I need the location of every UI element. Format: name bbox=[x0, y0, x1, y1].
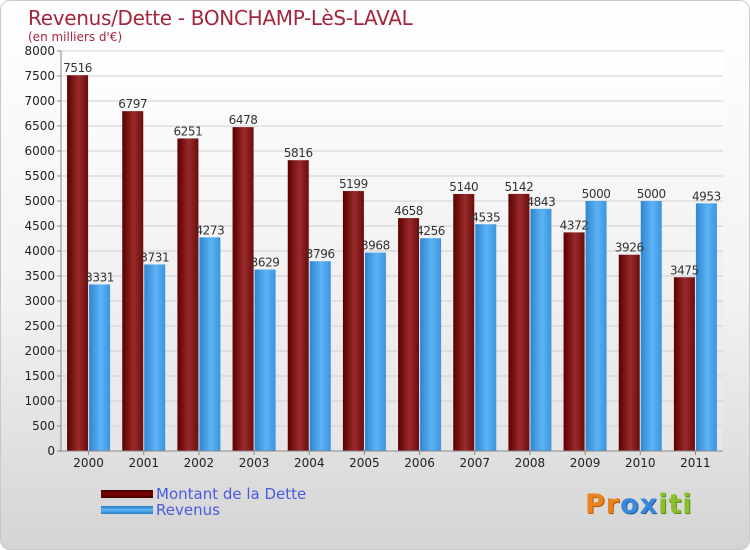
data-label-debt: 5142 bbox=[504, 180, 533, 194]
y-tick-label: 3500 bbox=[24, 269, 55, 283]
data-label-revenus: 3331 bbox=[85, 270, 114, 284]
bar-debt bbox=[67, 75, 89, 451]
bar-revenus bbox=[199, 237, 221, 451]
legend-swatch-debt bbox=[101, 490, 153, 498]
bar-debt bbox=[287, 160, 309, 451]
bar-debt bbox=[618, 254, 640, 451]
y-tick-label: 0 bbox=[47, 444, 55, 458]
bar-debt bbox=[177, 138, 199, 451]
bar-debt bbox=[673, 277, 695, 451]
bar-debt bbox=[563, 232, 585, 451]
y-tick-label: 6000 bbox=[24, 144, 55, 158]
data-label-revenus: 4273 bbox=[195, 223, 224, 237]
x-tick-label: 2009 bbox=[570, 456, 601, 470]
data-label-debt: 5140 bbox=[449, 180, 478, 194]
proxiti-logo: Proxiti bbox=[585, 489, 693, 520]
x-tick-label: 2007 bbox=[459, 456, 490, 470]
data-label-debt: 6478 bbox=[229, 113, 258, 127]
y-tick-label: 5000 bbox=[24, 194, 55, 208]
bar-revenus bbox=[254, 269, 276, 451]
data-label-revenus: 4535 bbox=[471, 210, 500, 224]
bar-revenus bbox=[530, 208, 552, 451]
data-label-debt: 7516 bbox=[63, 61, 92, 75]
bar-debt bbox=[398, 218, 420, 451]
bar-revenus bbox=[144, 264, 166, 451]
logo-part-2: ox bbox=[620, 489, 659, 520]
x-tick-label: 2003 bbox=[239, 456, 270, 470]
y-tick-label: 2000 bbox=[24, 344, 55, 358]
chart-title: Revenus/Dette - BONCHAMP-LèS-LAVAL bbox=[28, 6, 413, 30]
y-tick-label: 7500 bbox=[24, 69, 55, 83]
data-label-debt: 6797 bbox=[118, 97, 147, 111]
data-label-revenus: 5000 bbox=[637, 187, 666, 201]
legend-label-revenus: Revenus bbox=[156, 501, 220, 519]
bar-debt bbox=[342, 191, 364, 452]
y-tick-label: 4500 bbox=[24, 219, 55, 233]
x-tick-label: 2005 bbox=[349, 456, 380, 470]
x-tick-label: 2002 bbox=[184, 456, 215, 470]
y-tick-label: 7000 bbox=[24, 94, 55, 108]
chart-subtitle: (en milliers d'€) bbox=[28, 30, 123, 44]
x-tick-label: 2011 bbox=[680, 456, 711, 470]
y-tick-label: 6500 bbox=[24, 119, 55, 133]
data-label-debt: 5199 bbox=[339, 177, 368, 191]
x-tick-label: 2010 bbox=[625, 456, 656, 470]
y-tick-label: 5500 bbox=[24, 169, 55, 183]
y-tick-label: 1000 bbox=[24, 394, 55, 408]
bar-revenus bbox=[695, 203, 717, 451]
data-label-revenus: 3968 bbox=[361, 239, 390, 253]
y-tick-label: 4000 bbox=[24, 244, 55, 258]
x-tick-label: 2001 bbox=[128, 456, 159, 470]
data-label-debt: 3926 bbox=[615, 241, 644, 255]
data-label-debt: 5816 bbox=[284, 146, 313, 160]
bar-debt bbox=[232, 127, 254, 451]
bar-debt bbox=[508, 193, 530, 451]
bar-revenus bbox=[585, 201, 607, 451]
y-tick-label: 3000 bbox=[24, 294, 55, 308]
bar-debt bbox=[453, 194, 475, 451]
logo-part-1: Pr bbox=[585, 489, 621, 520]
bar-revenus bbox=[475, 224, 497, 451]
data-label-revenus: 5000 bbox=[582, 187, 611, 201]
data-label-revenus: 3731 bbox=[140, 250, 169, 264]
data-label-debt: 4658 bbox=[394, 204, 423, 218]
legend-swatch-revenus bbox=[101, 506, 153, 514]
x-tick-label: 2004 bbox=[294, 456, 325, 470]
bar-revenus bbox=[420, 238, 442, 451]
bar-revenus bbox=[364, 252, 386, 451]
data-label-debt: 6251 bbox=[173, 124, 202, 138]
y-tick-label: 8000 bbox=[24, 44, 55, 58]
bar-revenus bbox=[640, 201, 662, 451]
data-label-revenus: 3629 bbox=[251, 256, 280, 270]
x-tick-label: 2000 bbox=[73, 456, 104, 470]
data-label-revenus: 4953 bbox=[692, 189, 721, 203]
y-tick-label: 1500 bbox=[24, 369, 55, 383]
data-label-debt: 4372 bbox=[560, 218, 589, 232]
legend-label-debt: Montant de la Dette bbox=[156, 485, 307, 503]
x-tick-label: 2008 bbox=[515, 456, 546, 470]
data-label-revenus: 4843 bbox=[526, 195, 555, 209]
data-label-debt: 3475 bbox=[670, 263, 699, 277]
bar-debt bbox=[122, 111, 144, 452]
y-tick-label: 500 bbox=[32, 419, 55, 433]
y-tick-label: 2500 bbox=[24, 319, 55, 333]
bar-revenus bbox=[89, 284, 111, 451]
data-label-revenus: 4256 bbox=[416, 224, 445, 238]
bar-revenus bbox=[309, 261, 331, 451]
logo-part-3: iti bbox=[658, 489, 693, 520]
x-tick-label: 2006 bbox=[404, 456, 435, 470]
data-label-revenus: 3796 bbox=[306, 247, 335, 261]
